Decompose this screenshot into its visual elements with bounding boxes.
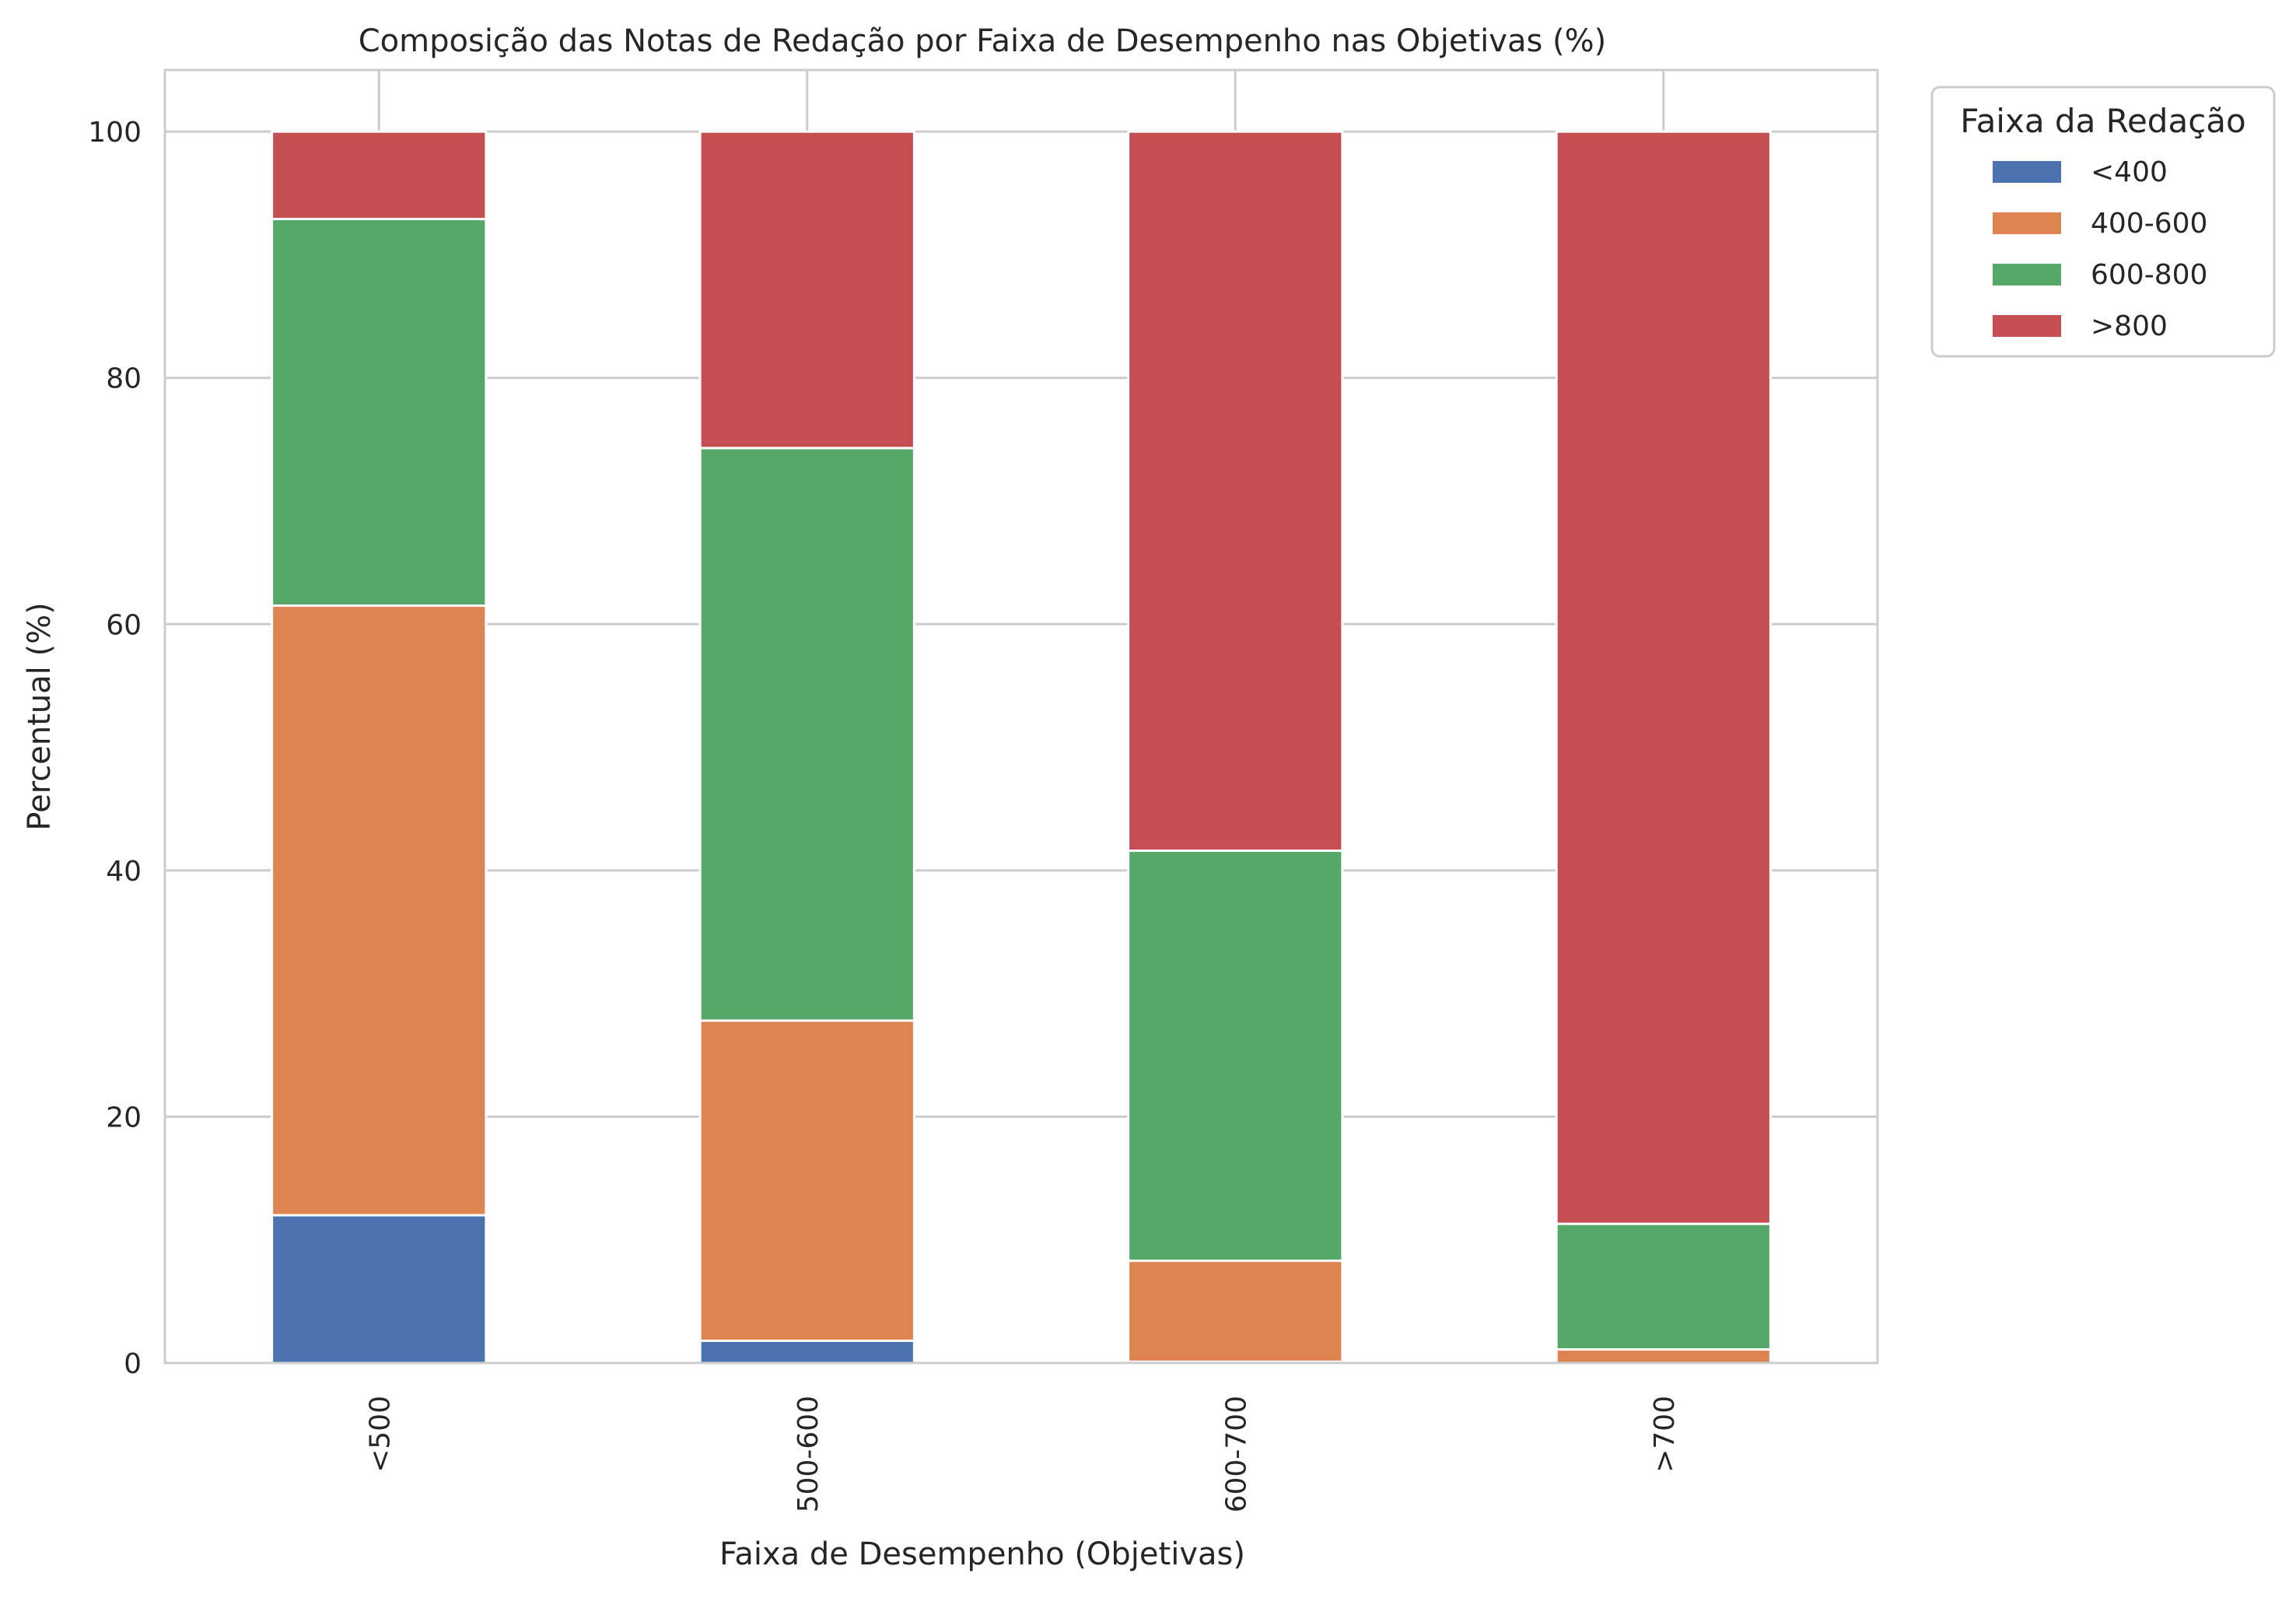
bar-segment: [271, 1214, 488, 1365]
y-axis-label: Percentual (%): [22, 602, 58, 830]
y-tick-labels: 0 20 40 60 80 100: [88, 117, 142, 1380]
legend-items: <400 400-600 600-800 >800: [1993, 156, 2207, 342]
y-tick-label: 20: [106, 1102, 142, 1133]
legend-swatch: [1993, 212, 2061, 234]
legend-entry-label: <400: [2091, 156, 2168, 188]
legend-entry-label: >800: [2091, 310, 2168, 342]
legend: Faixa da Redação <400 400-600 600-800 >800: [1930, 86, 2276, 358]
y-tick-label: 40: [106, 856, 142, 888]
x-tick-label: >700: [1649, 1396, 1681, 1473]
bar-segment: [698, 447, 915, 1022]
y-tick-label: 60: [106, 609, 142, 641]
x-tick-label: 600-700: [1220, 1396, 1252, 1512]
x-tick-label: 500-600: [793, 1396, 824, 1512]
bar-segment: [698, 1340, 915, 1365]
bar-segment: [1555, 1222, 1772, 1351]
chart-title: Composição das Notas de Redação por Faix…: [359, 23, 1606, 59]
y-tick-label: 80: [106, 363, 142, 395]
legend-swatch: [1993, 264, 2061, 286]
legend-entry-label: 400-600: [2091, 208, 2207, 240]
y-tick-label: 0: [124, 1348, 142, 1380]
bars: [271, 130, 1772, 1365]
x-axis-label: Faixa de Desempenho (Objetivas): [719, 1536, 1245, 1572]
bar-segment: [271, 130, 488, 221]
bar-segment: [271, 604, 488, 1217]
bar-segment: [698, 1019, 915, 1343]
bar-segment: [1555, 1348, 1772, 1365]
bar-segment: [1127, 1259, 1344, 1363]
legend-frame: [1930, 86, 2276, 358]
bar-segment: [271, 218, 488, 608]
plot-frame: [163, 68, 1879, 1365]
legend-swatch: [1993, 315, 2061, 337]
bar-segment: [1127, 130, 1344, 853]
legend-swatch: [1993, 161, 2061, 183]
bar-segment: [1555, 130, 1772, 1225]
legend-title: Faixa da Redação: [1960, 102, 2245, 140]
x-tick-labels: <500 500-600 600-700 >700: [364, 1396, 1681, 1512]
y-tick-label: 100: [88, 117, 142, 149]
x-tick-label: <500: [364, 1396, 396, 1473]
legend-entry-label: 600-800: [2091, 259, 2207, 291]
bar-segment: [698, 130, 915, 450]
bar-segment: [1127, 850, 1344, 1263]
